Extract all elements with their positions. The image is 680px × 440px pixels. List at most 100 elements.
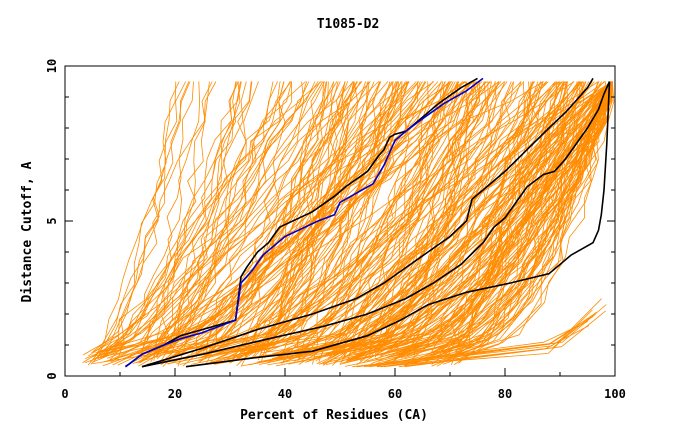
background-model-line [295,81,613,359]
background-model-line [91,81,240,354]
background-model-line [316,81,558,365]
background-model-line [176,81,339,365]
background-model-line [97,81,408,357]
x-tick-label: 100 [604,387,626,401]
background-model-line [434,81,613,352]
background-model-line [90,81,293,362]
background-model-line [83,81,252,356]
background-model-line [101,81,349,358]
background-model-line [159,81,322,355]
background-model-line [92,81,465,357]
background-model-line [209,81,575,353]
background-model-line [226,81,382,361]
background-model-line [177,81,419,367]
x-tick-label: 60 [388,387,402,401]
background-model-line [385,81,587,353]
background-model-line [230,81,324,363]
background-model-line [156,81,394,360]
background-model-line [199,81,439,359]
background-model-line [456,81,585,354]
background-model-lines [82,81,615,368]
background-model-line [256,81,512,363]
background-model-line [374,81,613,355]
background-model-line [153,81,354,361]
background-model-line [398,310,606,368]
background-model-line [355,81,613,356]
background-model-line [203,81,410,358]
background-model-line [281,81,399,358]
background-model-line [391,81,613,362]
y-tick-label: 0 [45,372,59,379]
background-model-line [186,81,565,367]
x-tick-label: 0 [61,387,68,401]
background-model-line [339,81,613,365]
background-model-line [454,81,580,352]
background-model-line [247,81,346,356]
background-model-line [396,81,560,352]
background-model-line [357,81,478,357]
background-model-line [97,81,310,360]
background-model-line [92,81,180,352]
background-model-line [440,81,613,356]
background-model-line [358,81,443,356]
background-model-line [176,81,338,354]
background-model-line [156,81,371,359]
background-model-line [144,81,391,358]
background-model-line [236,81,358,366]
background-model-line [204,81,399,365]
x-tick-label: 80 [498,387,512,401]
x-tick-label: 40 [278,387,292,401]
background-model-line [447,81,613,360]
background-model-line [85,81,307,359]
background-model-line [312,81,402,365]
background-model-line [379,81,548,357]
x-tick-label: 20 [168,387,182,401]
background-model-line [98,81,327,352]
background-model-line [453,81,613,365]
y-tick-label: 10 [45,59,59,73]
background-model-line [423,81,613,361]
background-model-line [456,81,564,356]
background-model-line [438,81,613,362]
chart-title: T1085-D2 [317,17,380,32]
background-model-line [163,81,465,362]
background-model-line [340,81,593,353]
background-model-line [432,81,534,354]
background-model-line [94,81,190,358]
background-model-line [110,81,194,353]
background-model-line [105,81,292,354]
background-model-line [249,81,613,352]
background-model-line [138,81,293,367]
background-model-line [356,81,459,366]
background-model-line [344,81,568,357]
background-model-line [335,81,560,353]
background-model-line [320,81,536,365]
highlight-series-line-2 [125,77,484,368]
background-model-line [108,81,410,362]
background-model-line [271,81,613,359]
background-model-line [117,81,217,361]
background-model-line [137,81,426,355]
background-model-line [339,81,581,365]
background-model-line [428,81,613,360]
background-model-line [456,81,613,355]
background-model-line [205,81,500,365]
background-model-line [84,81,450,364]
background-model-line [168,81,305,358]
background-model-line [325,81,613,355]
highlight-series-line-5 [185,81,611,368]
background-model-line [207,81,468,365]
background-model-line [229,81,381,364]
background-model-line [357,321,588,368]
y-axis: 0 5 10 [45,59,615,380]
background-model-line [376,309,593,368]
background-model-line [363,81,613,362]
background-model-line [99,81,321,360]
highlight-model-lines [125,77,611,368]
y-tick-label: 5 [45,217,59,224]
background-model-line [205,81,291,359]
background-model-line [267,81,607,366]
background-model-line [232,81,354,360]
background-model-line [112,81,241,366]
background-model-line [117,81,259,366]
